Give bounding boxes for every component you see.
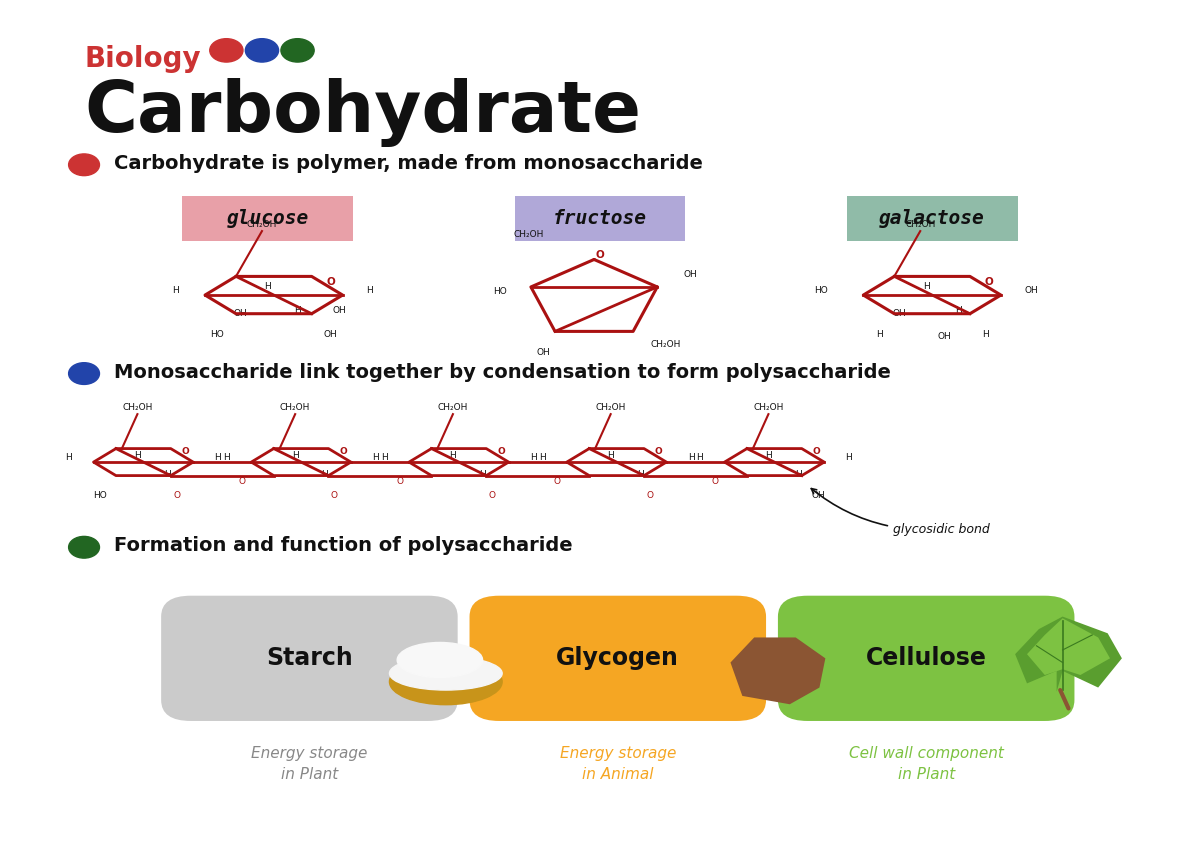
Ellipse shape — [390, 656, 502, 690]
Text: Cellulose: Cellulose — [865, 646, 986, 671]
Text: H: H — [766, 451, 772, 460]
Text: O: O — [812, 447, 821, 457]
Text: CH₂OH: CH₂OH — [514, 229, 544, 239]
Text: O: O — [554, 477, 560, 486]
Ellipse shape — [397, 643, 482, 678]
Text: H: H — [688, 453, 695, 463]
Text: H: H — [294, 306, 301, 315]
Text: OH: OH — [1025, 286, 1038, 295]
Text: H: H — [215, 453, 221, 463]
Text: OH: OH — [892, 309, 906, 318]
Text: Cell wall component
in Plant: Cell wall component in Plant — [848, 746, 1003, 782]
Text: CH₂OH: CH₂OH — [754, 403, 784, 413]
Text: O: O — [340, 447, 347, 457]
Text: OH: OH — [324, 330, 337, 340]
Text: HO: HO — [92, 491, 107, 499]
FancyBboxPatch shape — [182, 195, 353, 241]
Text: Monosaccharide link together by condensation to form polysaccharide: Monosaccharide link together by condensa… — [114, 363, 890, 382]
Text: O: O — [497, 447, 505, 457]
Text: H: H — [450, 451, 456, 460]
Text: CH₂OH: CH₂OH — [247, 221, 277, 229]
Text: H: H — [955, 306, 961, 315]
Text: H: H — [923, 282, 930, 291]
Text: H: H — [876, 330, 882, 340]
Text: H: H — [794, 470, 802, 479]
Text: CH₂OH: CH₂OH — [280, 403, 311, 413]
Text: H: H — [982, 330, 989, 340]
Text: Energy storage
in Animal: Energy storage in Animal — [559, 746, 676, 782]
Text: O: O — [326, 277, 335, 287]
Text: O: O — [239, 477, 245, 486]
Text: O: O — [331, 491, 338, 499]
Circle shape — [245, 39, 278, 62]
Text: H: H — [134, 451, 140, 460]
Text: H: H — [637, 470, 643, 479]
Text: Formation and function of polysaccharide: Formation and function of polysaccharide — [114, 537, 572, 555]
Text: glycosidic bond: glycosidic bond — [811, 488, 990, 536]
Text: H: H — [366, 286, 373, 295]
Text: O: O — [181, 447, 190, 457]
Text: Energy storage
in Plant: Energy storage in Plant — [251, 746, 367, 782]
Text: H: H — [380, 453, 388, 463]
Circle shape — [210, 39, 242, 62]
Text: O: O — [647, 491, 654, 499]
Text: fructose: fructose — [553, 209, 647, 228]
FancyBboxPatch shape — [847, 195, 1018, 241]
Text: H: H — [696, 453, 703, 463]
Polygon shape — [731, 638, 826, 705]
Text: HO: HO — [493, 287, 508, 295]
Text: HO: HO — [814, 286, 828, 295]
Text: CH₂OH: CH₂OH — [122, 403, 152, 413]
Text: OH: OH — [937, 332, 950, 341]
Text: O: O — [396, 477, 403, 486]
Text: H: H — [530, 453, 536, 463]
Circle shape — [68, 537, 100, 558]
Text: glucose: glucose — [227, 209, 310, 228]
Text: CH₂OH: CH₂OH — [595, 403, 626, 413]
Text: H: H — [223, 453, 230, 463]
Text: galactose: galactose — [880, 209, 985, 228]
Circle shape — [281, 39, 314, 62]
Polygon shape — [1027, 618, 1110, 675]
Text: H: H — [66, 453, 72, 463]
Text: H: H — [322, 470, 328, 479]
Polygon shape — [1015, 616, 1122, 692]
Text: H: H — [607, 451, 614, 460]
Text: OH: OH — [536, 348, 550, 357]
Text: H: H — [479, 470, 486, 479]
FancyBboxPatch shape — [515, 195, 685, 241]
Text: H: H — [264, 282, 271, 291]
Text: H: H — [172, 286, 179, 295]
Text: Glycogen: Glycogen — [557, 646, 679, 671]
Text: Carbohydrate: Carbohydrate — [84, 78, 641, 147]
Text: Biology: Biology — [84, 44, 200, 72]
Text: Starch: Starch — [266, 646, 353, 671]
Text: H: H — [163, 470, 170, 479]
Text: H: H — [372, 453, 379, 463]
Text: O: O — [712, 477, 719, 486]
Text: O: O — [173, 491, 180, 499]
FancyBboxPatch shape — [161, 596, 457, 721]
FancyBboxPatch shape — [469, 596, 766, 721]
Text: CH₂OH: CH₂OH — [438, 403, 468, 413]
Ellipse shape — [390, 659, 502, 705]
Text: O: O — [655, 447, 662, 457]
Text: OH: OH — [683, 270, 697, 279]
Text: Carbohydrate is polymer, made from monosaccharide: Carbohydrate is polymer, made from monos… — [114, 154, 702, 173]
Text: H: H — [846, 453, 852, 463]
Text: O: O — [488, 491, 496, 499]
Text: HO: HO — [210, 330, 224, 340]
Text: CH₂OH: CH₂OH — [650, 340, 682, 349]
Text: OH: OH — [811, 491, 824, 499]
Text: H: H — [292, 451, 299, 460]
Text: O: O — [595, 250, 605, 261]
Text: OH: OH — [332, 306, 346, 315]
Text: O: O — [985, 277, 994, 287]
Text: CH₂OH: CH₂OH — [905, 221, 936, 229]
Circle shape — [68, 363, 100, 385]
Text: H: H — [539, 453, 546, 463]
Text: OH: OH — [234, 309, 247, 318]
Circle shape — [68, 154, 100, 176]
FancyBboxPatch shape — [778, 596, 1074, 721]
